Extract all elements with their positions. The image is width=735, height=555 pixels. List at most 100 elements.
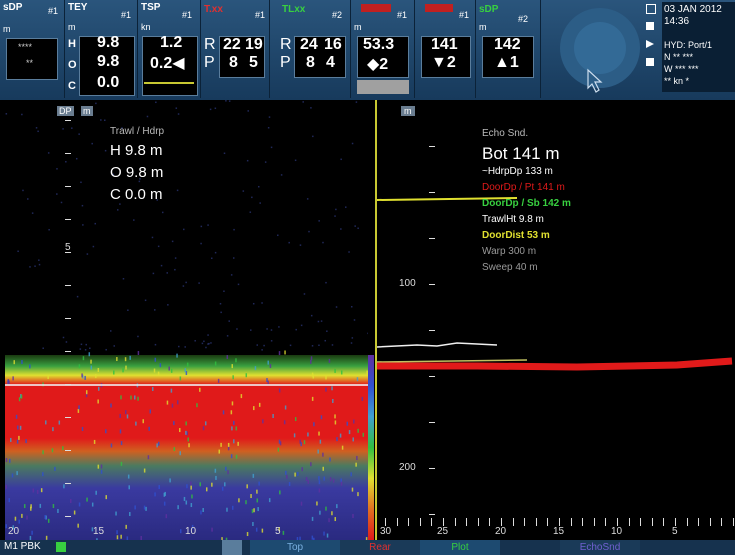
tab[interactable] [222, 540, 242, 555]
row-key: C [68, 80, 76, 92]
speckle [166, 514, 168, 518]
speckle [105, 429, 107, 433]
speckle [319, 488, 321, 492]
speckle [127, 414, 128, 418]
tile[interactable]: sDP #2 m 142 ▲1 [476, 0, 541, 98]
speckle [63, 484, 65, 488]
speckle [80, 348, 82, 350]
speckle [215, 476, 217, 480]
speckle [279, 440, 281, 444]
speckle [191, 503, 193, 507]
speckle [76, 158, 78, 160]
bottom-bar: M1 PBK Top Rear Plot EchoSnd [0, 540, 735, 555]
speckle [144, 469, 146, 473]
speckle [6, 458, 8, 462]
tile[interactable]: sDP #1 m **** ** [0, 0, 65, 98]
speckle [113, 371, 115, 375]
speckle [253, 406, 255, 410]
speckle [95, 374, 97, 378]
speckle [342, 446, 344, 450]
speckle [18, 436, 20, 440]
tile-index: #1 [48, 6, 58, 16]
speckle [318, 432, 320, 436]
scale-dash [65, 120, 71, 121]
scale-dash [65, 285, 71, 286]
speckle [117, 535, 119, 539]
value: 142 [494, 36, 521, 54]
scale-dash [65, 351, 71, 352]
trawl-echogram[interactable]: DP m Trawl / Hdrp H 9.8 m O 9.8 m C 0.0 … [5, 100, 368, 540]
speckle [218, 379, 220, 383]
speckle [137, 397, 139, 401]
speckle [317, 450, 319, 454]
tile[interactable]: #1 m 53.3 ◆2 [351, 0, 415, 98]
tile[interactable]: TSP #1 kn 1.2 0.2◀ [138, 0, 201, 98]
speckle [227, 355, 229, 359]
speckle [42, 472, 44, 476]
speckle [318, 220, 320, 222]
tile-index: #1 [459, 10, 469, 20]
speckle [32, 212, 33, 214]
speckle [351, 306, 353, 308]
speckle [167, 401, 169, 405]
speckle [56, 168, 58, 170]
value: 8 [306, 54, 315, 72]
speckle [179, 451, 181, 455]
speckle [190, 486, 192, 490]
time-label: 10 [185, 526, 196, 537]
speckle [278, 326, 280, 328]
tab[interactable]: Plot [420, 540, 500, 555]
tile[interactable]: TLxx #2 R 24 16 P 8 4 [270, 0, 351, 98]
speckle [211, 483, 213, 487]
speckle [340, 228, 342, 230]
speckle [295, 160, 297, 162]
speckle [152, 387, 154, 391]
speckle [357, 377, 359, 381]
speckle [200, 510, 202, 514]
status-panel: 03 JAN 2012 14:36 HYD: Port/1 N ** *** W… [640, 0, 735, 98]
speckle [325, 375, 327, 379]
speckle [100, 119, 102, 121]
speckle [61, 202, 63, 204]
speckle [262, 529, 264, 533]
sonar-widget[interactable] [560, 0, 640, 100]
speckle [19, 397, 21, 401]
speckle [150, 409, 152, 413]
row-key: O [68, 59, 77, 71]
echosounder-echogram[interactable]: m Echo Snd. Bot 141 m ~HdrpDp 133 m Door… [375, 100, 735, 540]
speckle [172, 404, 174, 408]
speckle [310, 462, 312, 466]
speckle [228, 443, 230, 447]
tab[interactable]: Rear [340, 540, 420, 555]
speckle [206, 487, 208, 491]
speckle [243, 190, 245, 192]
speckle [325, 507, 327, 511]
speckle [231, 364, 233, 368]
time-tick [513, 518, 514, 526]
speckle [258, 482, 260, 486]
tile[interactable]: #1 141 ▼2 [415, 0, 476, 98]
speckle [210, 109, 212, 111]
speckle [79, 502, 81, 506]
speckle [308, 480, 310, 484]
info-line: DoorDp / Sb 142 m [482, 198, 571, 209]
speckle [93, 246, 95, 248]
speckle [158, 442, 160, 446]
info-line: H 9.8 m [110, 142, 163, 159]
tile-label: sDP [479, 4, 498, 15]
speckle [87, 253, 89, 255]
tile[interactable]: TEY #1 m H 9.8 O 9.8 C 0.0 [65, 0, 138, 98]
scale-dash [429, 422, 435, 423]
tab[interactable]: Top [250, 540, 340, 555]
value: ◆2 [367, 54, 388, 74]
speckle [57, 509, 59, 513]
tile[interactable]: T.xx #1 R 22 19 P 8 5 [201, 0, 270, 98]
value: 22 [223, 36, 241, 54]
speckle [94, 440, 96, 444]
color-scale [368, 355, 374, 540]
speckle [331, 511, 333, 515]
speckle [322, 242, 324, 244]
tab[interactable]: EchoSnd [560, 540, 640, 555]
speckle [253, 508, 255, 512]
value: 53.3 [363, 36, 394, 54]
